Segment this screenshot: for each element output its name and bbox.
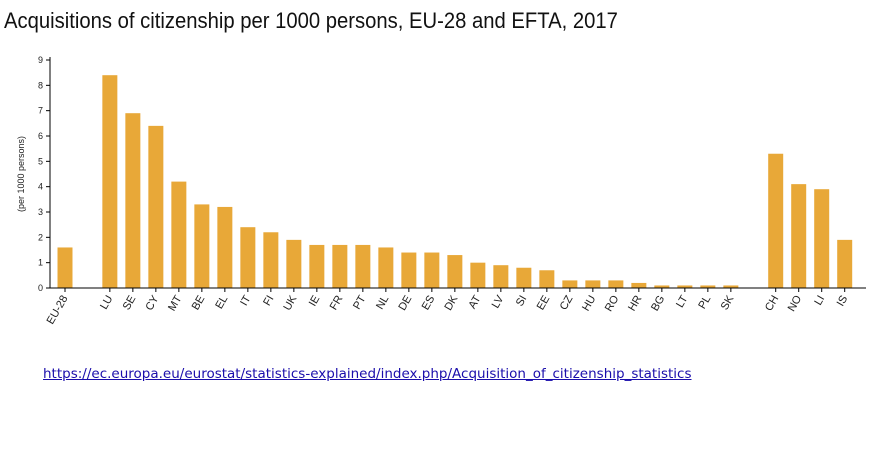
bar-chart: 0 1 2 3 4 5 6 7 8 9 EU-28 LU SE CY MT BE EL IT FI UK IE FR PT…: [16, 55, 866, 327]
bar-ro: [608, 280, 624, 288]
bar-at: [470, 262, 486, 288]
x-tick-label: CY: [143, 293, 161, 313]
bar-ie: [309, 244, 325, 288]
bar-ch: [768, 153, 784, 288]
y-tick-label: 0: [38, 283, 43, 293]
chart-title: Acquisitions of citizenship per 1000 per…: [4, 8, 618, 33]
x-tick-label: IS: [835, 294, 851, 309]
bar-dk: [447, 255, 463, 288]
x-tick-label: SE: [121, 294, 139, 313]
bar-it: [240, 227, 256, 288]
x-tick-label: IT: [238, 293, 253, 308]
x-tick-label: IE: [307, 294, 323, 309]
x-tick-label: RO: [603, 293, 622, 314]
bar-is: [837, 239, 853, 288]
y-axis-label: (per 1000 persons): [16, 136, 26, 212]
x-tick-label: FI: [261, 294, 276, 308]
bar-uk: [286, 239, 302, 288]
y-tick-label: 9: [38, 55, 43, 65]
bar-si: [516, 267, 532, 288]
x-tick-label: BE: [190, 294, 208, 313]
x-tick-label: NO: [786, 293, 805, 314]
source-link[interactable]: https://ec.europa.eu/eurostat/statistics…: [43, 366, 692, 382]
bar-no: [791, 184, 807, 288]
bar-fr: [332, 244, 348, 288]
bar-sk: [723, 285, 739, 288]
x-axis: EU-28 LU SE CY MT BE EL IT FI UK IE FR PT NL DE ES DK AT L…: [45, 287, 866, 327]
x-tick-label: BG: [649, 294, 667, 314]
x-tick-label: EL: [213, 294, 230, 312]
x-tick-label: UK: [281, 293, 299, 313]
bar-cy: [148, 125, 164, 288]
x-tick-label: HR: [626, 293, 644, 313]
y-axis: 0 1 2 3 4 5 6 7 8 9: [38, 55, 51, 293]
x-tick-label: CH: [763, 293, 781, 313]
x-tick-label: PL: [696, 294, 713, 312]
x-tick-label: ES: [420, 294, 438, 313]
x-tick-label: LV: [490, 293, 507, 311]
x-tick-label: AT: [466, 293, 483, 311]
y-tick-label: 8: [38, 80, 43, 90]
y-tick-label: 7: [38, 106, 43, 116]
x-tick-label: LI: [812, 294, 827, 308]
x-tick-label: DK: [442, 293, 460, 313]
y-tick-label: 1: [38, 258, 43, 268]
x-tick-label: CZ: [558, 293, 576, 312]
bar-eu-28: [57, 247, 73, 288]
bar-se: [125, 113, 141, 288]
bar-es: [424, 252, 440, 288]
bar-lt: [677, 285, 693, 288]
y-tick-label: 6: [38, 131, 43, 141]
bar-de: [401, 252, 417, 288]
bar-nl: [378, 247, 394, 288]
y-tick-label: 5: [38, 156, 43, 166]
bar-pl: [700, 285, 716, 288]
bar-bg: [654, 285, 670, 288]
bar-lv: [493, 265, 509, 288]
bar-hr: [631, 282, 647, 288]
x-tick-label: FR: [328, 293, 346, 312]
bar-el: [217, 206, 233, 288]
x-tick-label: SK: [719, 293, 737, 312]
x-tick-label: PT: [351, 293, 369, 311]
x-tick-label: SI: [514, 294, 530, 309]
bar-pt: [355, 244, 371, 288]
bars-group: [57, 75, 853, 288]
x-tick-label: LU: [98, 293, 115, 311]
y-tick-label: 3: [38, 207, 43, 217]
bar-hu: [585, 280, 601, 288]
x-tick-label: MT: [166, 293, 184, 313]
y-tick-label: 4: [38, 182, 43, 192]
x-tick-label: LT: [674, 293, 691, 310]
bar-fi: [263, 232, 279, 288]
y-tick-label: 2: [38, 232, 43, 242]
x-tick-label: DE: [396, 294, 414, 313]
bar-lu: [102, 75, 118, 288]
x-tick-label: EU-28: [45, 294, 71, 327]
bar-be: [194, 204, 210, 288]
bar-mt: [171, 181, 187, 288]
bar-ee: [539, 270, 555, 288]
x-tick-label: NL: [374, 294, 391, 312]
bar-li: [814, 189, 830, 288]
bar-cz: [562, 280, 578, 288]
x-tick-label: EE: [535, 294, 553, 313]
x-tick-label: HU: [580, 293, 598, 313]
